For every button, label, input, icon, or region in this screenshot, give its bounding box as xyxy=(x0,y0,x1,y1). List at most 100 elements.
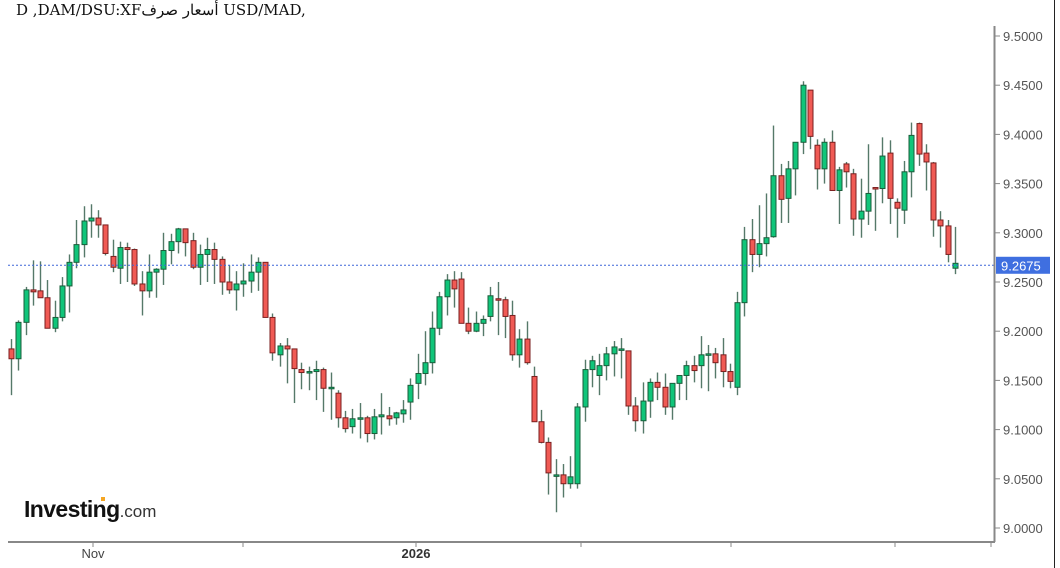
candle[interactable] xyxy=(894,198,901,238)
candle[interactable] xyxy=(400,400,407,423)
candle[interactable] xyxy=(190,232,197,270)
candle[interactable] xyxy=(676,374,683,401)
candle[interactable] xyxy=(531,366,538,423)
candle[interactable] xyxy=(625,350,632,415)
candle[interactable] xyxy=(110,239,117,273)
candle[interactable] xyxy=(662,373,669,415)
candle[interactable] xyxy=(778,163,785,223)
candle[interactable] xyxy=(923,144,930,191)
candle[interactable] xyxy=(30,260,37,306)
candle[interactable] xyxy=(843,161,850,188)
candle[interactable] xyxy=(502,296,509,339)
candle[interactable] xyxy=(23,286,30,336)
candle[interactable] xyxy=(654,372,661,401)
candle[interactable] xyxy=(611,341,618,377)
candle[interactable] xyxy=(596,353,603,396)
candle[interactable] xyxy=(807,89,814,150)
candle[interactable] xyxy=(640,382,647,434)
candle[interactable] xyxy=(952,226,959,275)
candle[interactable] xyxy=(393,411,400,425)
candle[interactable] xyxy=(335,390,342,428)
candle[interactable] xyxy=(415,353,422,400)
candle[interactable] xyxy=(509,300,516,361)
candle[interactable] xyxy=(524,321,531,365)
candle[interactable] xyxy=(850,168,857,236)
candle[interactable] xyxy=(407,378,414,420)
candle[interactable] xyxy=(814,139,821,190)
candle[interactable] xyxy=(698,336,705,389)
candle[interactable] xyxy=(821,138,828,184)
candle[interactable] xyxy=(516,329,523,368)
candle[interactable] xyxy=(139,271,146,316)
candle[interactable] xyxy=(553,459,560,513)
candle[interactable] xyxy=(226,265,233,294)
candle[interactable] xyxy=(269,313,276,361)
candle[interactable] xyxy=(705,344,712,392)
candle[interactable] xyxy=(349,408,356,434)
candle[interactable] xyxy=(487,286,494,322)
candle[interactable] xyxy=(560,464,567,498)
candle[interactable] xyxy=(364,415,371,443)
candle[interactable] xyxy=(95,210,102,238)
candle[interactable] xyxy=(858,178,865,238)
candle[interactable] xyxy=(429,311,436,374)
candle[interactable] xyxy=(102,224,109,256)
candle[interactable] xyxy=(451,271,458,308)
candle[interactable] xyxy=(865,144,872,225)
candle[interactable] xyxy=(683,360,690,401)
candle[interactable] xyxy=(800,81,807,155)
candle[interactable] xyxy=(59,277,66,322)
candle[interactable] xyxy=(131,248,138,286)
candle[interactable] xyxy=(763,193,770,257)
candle[interactable] xyxy=(284,338,291,384)
candle[interactable] xyxy=(436,291,443,336)
candle[interactable] xyxy=(887,140,894,224)
candle[interactable] xyxy=(879,137,886,204)
price-axis[interactable]: 9.5000 9.4500 9.4000 9.3500 9.3000 9.2500 9.20… xyxy=(995,29,1043,536)
candle[interactable] xyxy=(357,403,364,439)
candle[interactable] xyxy=(945,220,952,263)
candle[interactable] xyxy=(117,241,124,284)
candle[interactable] xyxy=(734,291,741,396)
candle[interactable] xyxy=(908,122,915,198)
candle[interactable] xyxy=(792,141,799,196)
candle[interactable] xyxy=(582,359,589,422)
candle[interactable] xyxy=(37,261,44,299)
candle[interactable] xyxy=(298,362,305,390)
candle[interactable] xyxy=(175,227,182,254)
candle[interactable] xyxy=(371,408,378,440)
candle[interactable] xyxy=(720,338,727,388)
candle[interactable] xyxy=(618,338,625,379)
candle[interactable] xyxy=(712,347,719,379)
candle[interactable] xyxy=(342,410,349,433)
candle[interactable] xyxy=(291,348,298,404)
candle[interactable] xyxy=(770,125,777,238)
candle[interactable] xyxy=(538,409,545,444)
candle[interactable] xyxy=(756,205,763,268)
candle[interactable] xyxy=(211,242,218,284)
candle[interactable] xyxy=(386,406,393,426)
candle[interactable] xyxy=(741,226,748,317)
candle[interactable] xyxy=(574,403,581,489)
candle[interactable] xyxy=(168,233,175,265)
candle[interactable] xyxy=(901,160,908,224)
candle[interactable] xyxy=(66,254,73,313)
candle[interactable] xyxy=(567,456,574,489)
candle[interactable] xyxy=(473,311,480,333)
candle[interactable] xyxy=(88,204,95,238)
candle[interactable] xyxy=(255,257,262,291)
candle[interactable] xyxy=(872,187,879,231)
candle[interactable] xyxy=(727,363,734,389)
candle[interactable] xyxy=(589,355,596,388)
candle[interactable] xyxy=(153,268,160,298)
candle[interactable] xyxy=(44,280,51,329)
candle[interactable] xyxy=(916,122,923,166)
candle[interactable] xyxy=(160,232,167,285)
candle[interactable] xyxy=(930,161,937,237)
candle[interactable] xyxy=(8,339,15,396)
candle[interactable] xyxy=(632,397,639,432)
candle[interactable] xyxy=(233,271,240,311)
candle[interactable] xyxy=(378,393,385,435)
candle[interactable] xyxy=(647,378,654,418)
